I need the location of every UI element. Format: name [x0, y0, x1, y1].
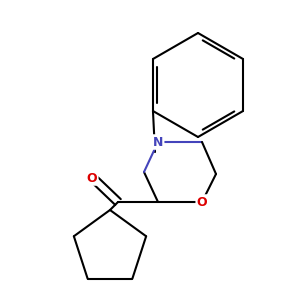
Text: O: O [197, 196, 207, 208]
Text: O: O [87, 172, 97, 184]
Text: N: N [153, 136, 163, 148]
